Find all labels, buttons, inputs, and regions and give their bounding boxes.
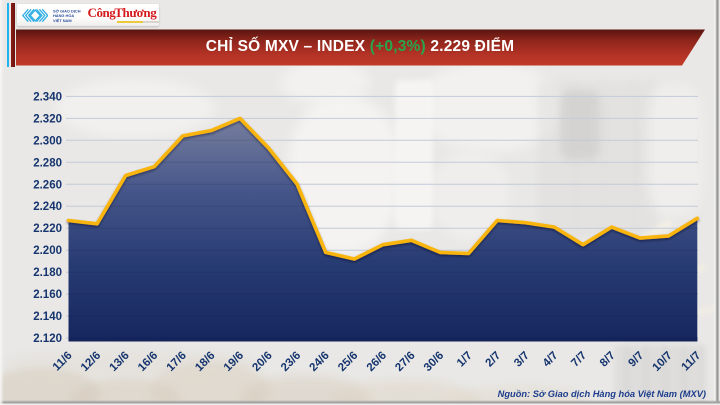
svg-text:2.240: 2.240	[33, 201, 62, 213]
svg-text:11/6: 11/6	[51, 350, 75, 374]
svg-text:2.220: 2.220	[33, 223, 62, 235]
svg-text:3/7: 3/7	[512, 350, 532, 370]
svg-text:16/6: 16/6	[136, 350, 160, 374]
svg-text:19/6: 19/6	[222, 350, 246, 374]
svg-text:27/6: 27/6	[393, 350, 417, 374]
svg-text:25/6: 25/6	[336, 350, 360, 374]
svg-text:9/7: 9/7	[626, 350, 646, 370]
svg-text:HÀNG HÓA: HÀNG HÓA	[53, 13, 74, 18]
svg-text:11/7: 11/7	[680, 350, 704, 374]
svg-text:2.280: 2.280	[33, 157, 62, 169]
svg-text:SỞ GIAO DỊCH: SỞ GIAO DỊCH	[53, 9, 81, 13]
svg-text:26/6: 26/6	[365, 350, 389, 374]
svg-text:24/6: 24/6	[308, 350, 332, 374]
svg-text:2.180: 2.180	[33, 267, 62, 279]
svg-text:VIỆT NAM: VIỆT NAM	[53, 18, 72, 23]
svg-text:20/6: 20/6	[250, 350, 274, 374]
svg-text:2.200: 2.200	[33, 245, 62, 257]
svg-text:8/7: 8/7	[598, 350, 618, 370]
svg-text:2.260: 2.260	[33, 179, 62, 191]
svg-text:2.140: 2.140	[33, 311, 62, 323]
svg-text:2.340: 2.340	[33, 91, 62, 103]
svg-text:12/6: 12/6	[79, 350, 103, 374]
svg-text:18/6: 18/6	[193, 350, 217, 374]
svg-text:30/6: 30/6	[422, 350, 446, 374]
svg-text:4/7: 4/7	[541, 350, 561, 370]
svg-text:2/7: 2/7	[484, 350, 504, 370]
svg-text:10/7: 10/7	[651, 350, 675, 374]
svg-text:2.160: 2.160	[33, 289, 62, 301]
svg-text:13/6: 13/6	[108, 350, 132, 374]
svg-text:1/7: 1/7	[455, 350, 475, 370]
svg-text:7/7: 7/7	[569, 350, 589, 370]
svg-text:17/6: 17/6	[165, 350, 189, 374]
svg-text:2.300: 2.300	[33, 135, 62, 147]
svg-text:23/6: 23/6	[279, 350, 303, 374]
svg-text:2.120: 2.120	[33, 333, 62, 345]
svg-text:2.320: 2.320	[33, 113, 62, 125]
svg-text:Nguồn: Sở Giao dịch Hàng hóa V: Nguồn: Sở Giao dịch Hàng hóa Việt Nam (M…	[498, 389, 706, 399]
